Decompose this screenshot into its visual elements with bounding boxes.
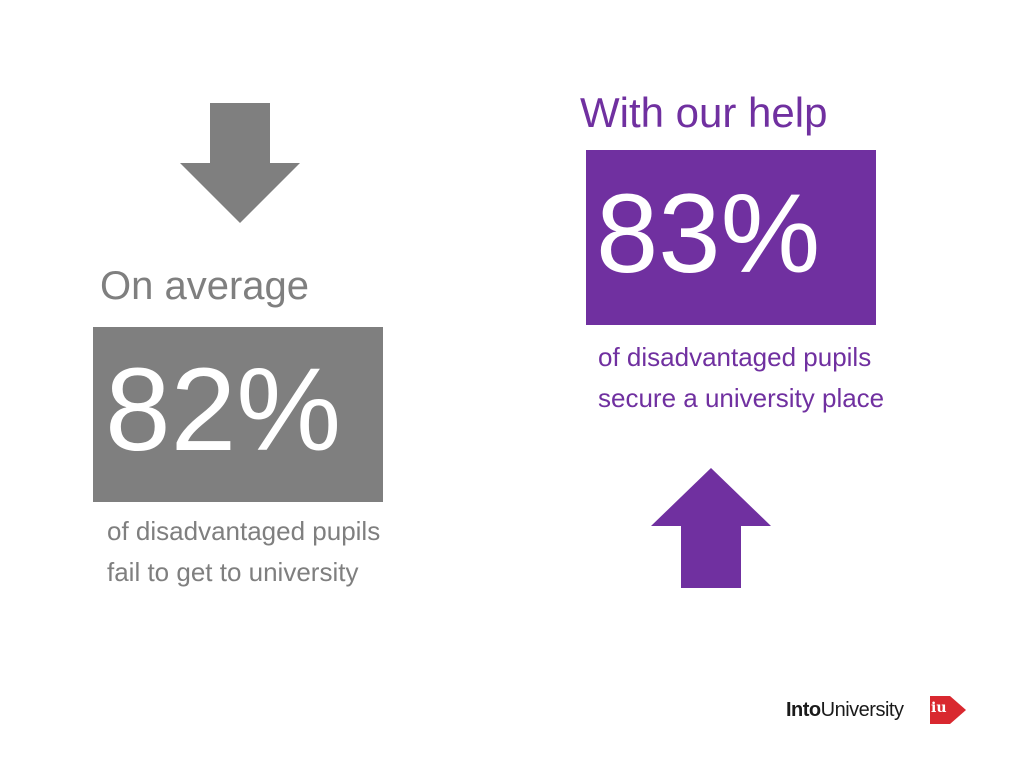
logo-text: University bbox=[820, 699, 904, 721]
left-percentage: 82% bbox=[105, 344, 342, 476]
logo-bold-text: Into bbox=[786, 699, 821, 721]
logo-mark-icon bbox=[930, 696, 966, 724]
arrow-up-icon bbox=[651, 468, 771, 588]
right-percentage: 83% bbox=[596, 171, 821, 296]
left-caption: of disadvantaged pupils fail to get to u… bbox=[107, 516, 381, 587]
right-heading: With our help bbox=[580, 89, 828, 136]
logo-wordmark: IntoUniversity bbox=[786, 698, 904, 722]
arrow-down-icon bbox=[180, 103, 300, 223]
left-stat-box: 82% bbox=[93, 327, 383, 502]
left-heading: On average bbox=[100, 264, 310, 308]
intouniversity-logo: IntoUniversity iu bbox=[786, 690, 970, 730]
right-stat-box: 83% bbox=[586, 150, 876, 325]
right-caption: of disadvantaged pupils secure a univers… bbox=[598, 342, 885, 413]
logo-mark-text: iu bbox=[931, 700, 947, 716]
